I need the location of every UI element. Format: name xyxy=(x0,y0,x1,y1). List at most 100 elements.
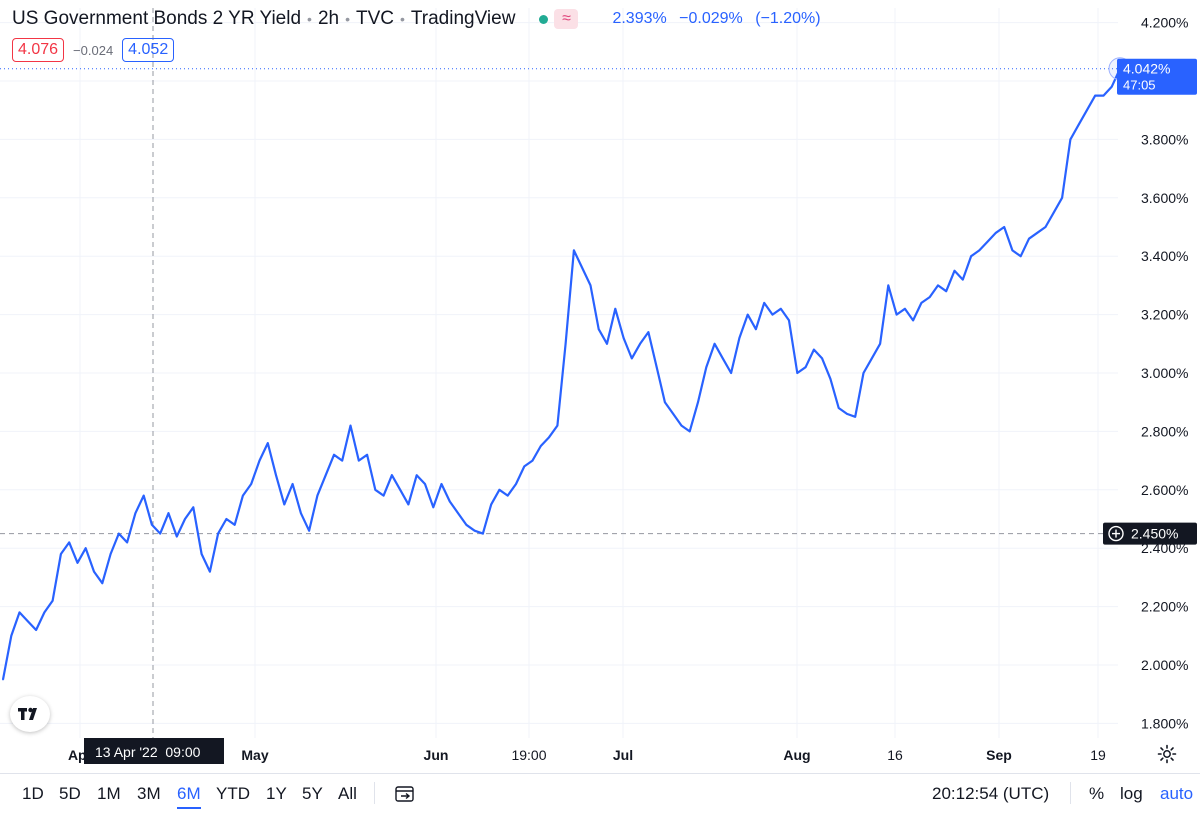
data-point xyxy=(1011,249,1014,252)
data-point xyxy=(176,535,178,538)
crosshair-time-label: 13 Apr '22 09:00 xyxy=(84,738,224,764)
bid-price-button[interactable]: 4.076 xyxy=(12,38,65,62)
data-point xyxy=(374,489,377,491)
y-tick-label: 2.000% xyxy=(1141,657,1188,673)
data-point xyxy=(631,357,633,360)
y-tick-label: 1.800% xyxy=(1141,715,1188,731)
date-range-icon[interactable] xyxy=(394,784,416,804)
range-button-5y[interactable]: 5Y xyxy=(302,784,323,803)
series-line-yield xyxy=(1,68,1121,680)
crosshair-price-label: 2.450% xyxy=(1103,522,1197,545)
data-point xyxy=(2,678,4,681)
data-point xyxy=(118,532,120,535)
source-label: TVC xyxy=(355,8,394,29)
data-point xyxy=(415,474,418,477)
data-point xyxy=(35,629,37,631)
range-button-ytd[interactable]: YTD xyxy=(216,784,250,803)
data-point xyxy=(233,524,236,526)
market-open-dot-icon xyxy=(539,14,549,24)
ask-price-button[interactable]: 4.052 xyxy=(122,38,175,62)
x-tick-label: Aug xyxy=(783,747,810,763)
data-point xyxy=(920,302,923,304)
separator-dot: • xyxy=(399,11,405,27)
data-point xyxy=(1003,226,1005,228)
data-point xyxy=(291,483,294,485)
data-point xyxy=(1094,94,1096,97)
price-axis[interactable]: 1.800%2.000%2.200%2.400%2.600%2.800%3.00… xyxy=(1141,15,1188,732)
data-point xyxy=(308,529,310,532)
data-point xyxy=(465,524,468,526)
data-point xyxy=(258,459,261,462)
data-point xyxy=(51,600,54,602)
bid-ask-panel: 4.076 −0.024 4.052 xyxy=(12,38,175,62)
data-point xyxy=(746,313,749,316)
data-point xyxy=(432,506,435,509)
toolbar-divider xyxy=(374,782,375,804)
range-button-1m[interactable]: 1M xyxy=(97,784,121,803)
y-tick-label: 3.400% xyxy=(1141,248,1188,264)
symbol-title[interactable]: US Government Bonds 2 YR Yield xyxy=(12,8,302,29)
data-point xyxy=(854,416,856,418)
data-point xyxy=(912,319,914,322)
data-point xyxy=(556,424,559,427)
tradingview-logo-icon[interactable] xyxy=(10,696,50,732)
data-point xyxy=(829,378,832,380)
range-button-all[interactable]: All xyxy=(338,784,357,803)
data-point xyxy=(60,553,62,555)
data-point xyxy=(771,313,774,316)
data-point xyxy=(134,512,137,514)
data-point xyxy=(597,328,600,331)
data-point xyxy=(697,401,699,404)
data-point xyxy=(796,372,799,374)
range-button-3m[interactable]: 3M xyxy=(137,784,161,803)
market-status[interactable]: ≈ xyxy=(533,9,579,29)
data-point xyxy=(142,494,145,497)
log-scale-toggle[interactable]: log xyxy=(1120,784,1143,803)
range-button-6m[interactable]: 6M xyxy=(177,784,201,809)
range-button-5d[interactable]: 5D xyxy=(59,784,81,803)
data-point xyxy=(953,270,956,272)
y-tick-label: 3.200% xyxy=(1141,307,1188,323)
data-point xyxy=(1102,94,1105,97)
data-point xyxy=(209,570,211,573)
data-point xyxy=(837,407,840,409)
delayed-data-badge[interactable]: ≈ xyxy=(554,9,579,29)
horizontal-gridlines xyxy=(0,22,1118,724)
data-point xyxy=(928,296,931,298)
data-point xyxy=(804,366,807,369)
data-point xyxy=(366,454,368,456)
data-point xyxy=(151,524,153,526)
data-point xyxy=(688,430,691,433)
data-point xyxy=(962,278,964,281)
interval-label[interactable]: 2h xyxy=(317,8,340,29)
data-point xyxy=(986,240,989,243)
data-point xyxy=(358,459,360,462)
data-point xyxy=(622,337,625,339)
data-point xyxy=(871,357,873,360)
percent-scale-toggle[interactable]: % xyxy=(1089,784,1105,803)
auto-scale-toggle[interactable]: auto xyxy=(1160,784,1194,803)
data-point xyxy=(1061,197,1063,199)
data-point xyxy=(738,337,741,339)
data-point xyxy=(895,313,898,316)
data-point xyxy=(1069,138,1072,141)
range-button-1y[interactable]: 1Y xyxy=(266,784,287,803)
data-point xyxy=(200,553,203,555)
gear-icon[interactable] xyxy=(1157,744,1177,764)
range-button-1d[interactable]: 1D xyxy=(22,784,44,803)
plus-circle-icon xyxy=(1108,525,1124,542)
data-point xyxy=(846,413,848,415)
data-point xyxy=(18,611,21,614)
data-point xyxy=(167,512,170,514)
utc-clock[interactable]: 20:12:54 (UTC) xyxy=(932,784,1050,803)
x-tick-label: 19 xyxy=(1090,747,1106,763)
data-point xyxy=(84,547,87,549)
data-point xyxy=(457,512,459,514)
data-point xyxy=(407,503,410,506)
data-point xyxy=(27,620,29,622)
price-chart[interactable]: 1.800%2.000%2.200%2.400%2.600%2.800%3.00… xyxy=(0,0,1200,773)
change-value: −0.029% xyxy=(679,10,743,27)
y-tick-label: 2.600% xyxy=(1141,482,1188,498)
x-tick-label: Jul xyxy=(613,747,633,763)
last-value: 2.393% xyxy=(612,10,667,27)
